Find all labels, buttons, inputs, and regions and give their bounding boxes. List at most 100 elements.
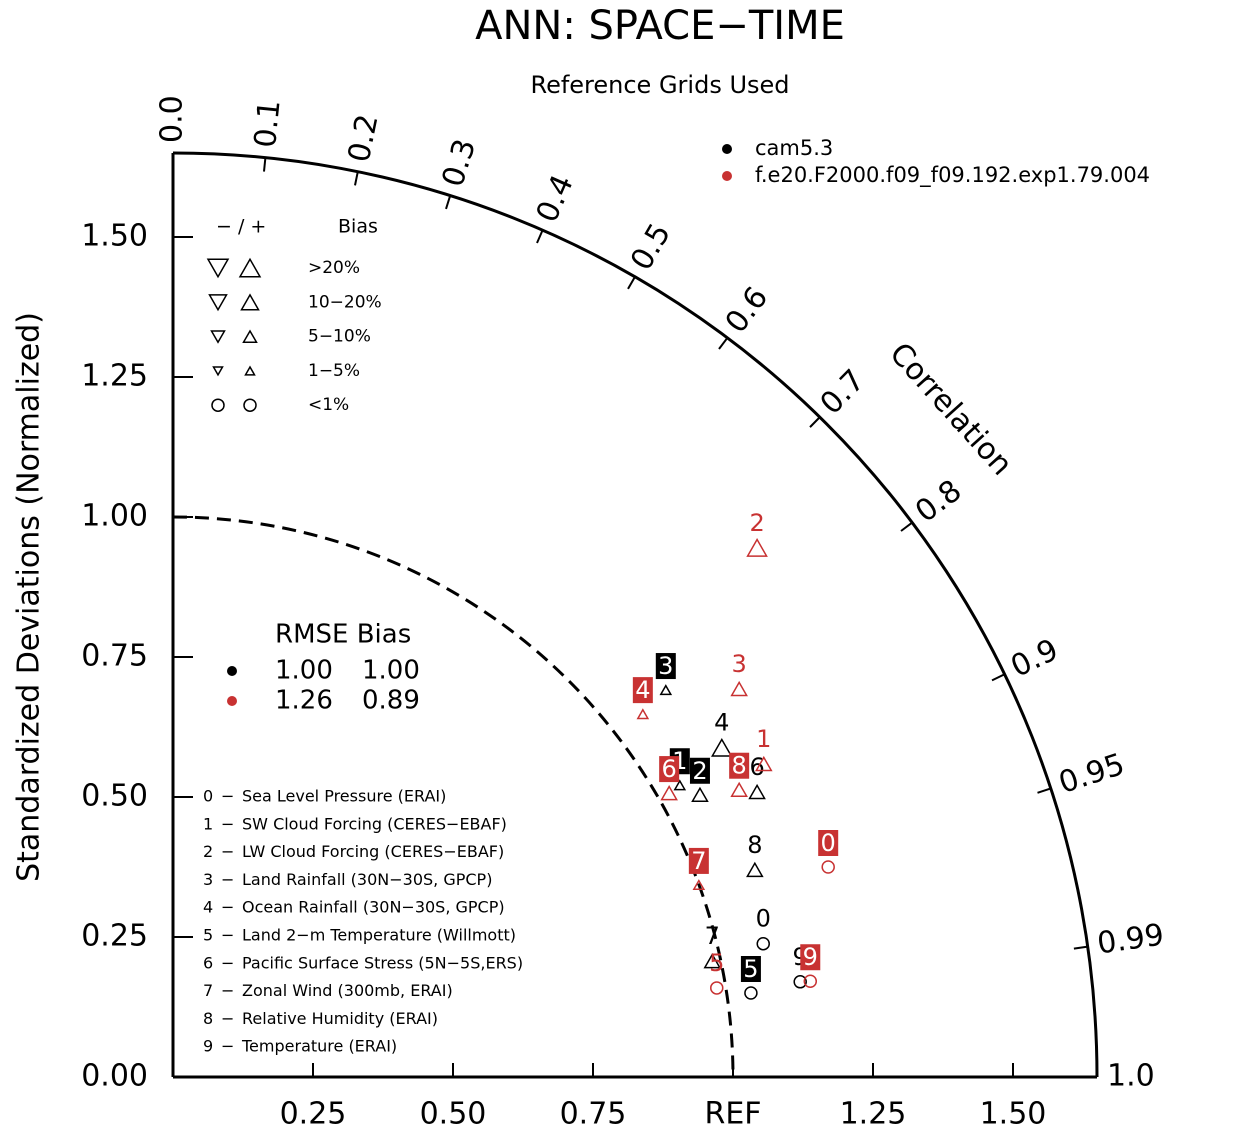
correlation-tick-label: 0.6: [719, 281, 776, 340]
y-tick-label: 0.75: [81, 639, 148, 674]
x-tick-label: 1.50: [980, 1097, 1047, 1132]
point-label: 2: [692, 757, 707, 785]
variable-dash: −: [221, 1009, 234, 1028]
variable-id: 8: [203, 1009, 213, 1028]
variable-name: Zonal Wind (300mb, ERAI): [242, 981, 453, 1000]
rmse-legend-dot: [227, 696, 237, 706]
data-point: [756, 936, 770, 951]
variable-id: 4: [203, 898, 213, 917]
bias-legend-symbol: [242, 329, 258, 344]
bias-legend-symbol: [244, 365, 256, 376]
data-point: [692, 879, 706, 891]
variable-name: LW Cloud Forcing (CERES−EBAF): [242, 842, 504, 861]
correlation-tick-label: 0.1: [248, 98, 288, 149]
point-label: 8: [732, 752, 747, 780]
bias-legend-label: 10−20%: [308, 292, 382, 312]
correlation-tick: [354, 171, 359, 186]
y-tick-label: 0.50: [81, 779, 148, 814]
point-label: 5: [743, 955, 758, 983]
y-tick-label: 1.25: [81, 359, 148, 394]
outer-arc: [172, 151, 1099, 1078]
data-point: [711, 737, 733, 757]
data-point: [803, 974, 818, 988]
data-point: [659, 684, 673, 696]
bias-legend-title: Bias: [338, 216, 378, 238]
rmse-legend-dot: [227, 666, 237, 676]
point-label: 7: [705, 922, 720, 950]
variable-name: Temperature (ERAI): [241, 1037, 397, 1056]
x-tick-label: 0.75: [560, 1097, 627, 1132]
bias-legend-symbol: [206, 258, 230, 279]
variable-dash: −: [221, 842, 234, 861]
y-tick-label: 0.00: [81, 1059, 148, 1094]
y-tick-label: 1.00: [81, 499, 148, 534]
data-point: [746, 861, 764, 878]
variable-name: Pacific Surface Stress (5N−5S,ERS): [242, 953, 523, 972]
correlation-tick-label: 0.0: [155, 95, 190, 143]
point-label: 6: [749, 753, 764, 781]
y-tick-label: 1.50: [81, 219, 148, 254]
variable-dash: −: [221, 814, 234, 833]
legend-label: cam5.3: [755, 136, 833, 160]
variable-dash: −: [221, 981, 234, 1000]
bias-value: 0.89: [362, 686, 420, 716]
variable-id: 7: [203, 981, 213, 1000]
point-label-box: [655, 653, 676, 680]
correlation-tick-label: 1.0: [1107, 1059, 1155, 1094]
data-point: [660, 785, 678, 801]
point-label: 1: [756, 725, 771, 753]
data-point: [636, 708, 650, 720]
reference-arc: [172, 515, 735, 1078]
point-label: 6: [662, 755, 677, 783]
bias-legend-label: <1%: [308, 395, 349, 415]
data-point: [673, 779, 687, 791]
correlation-tick-label: 0.2: [342, 111, 386, 165]
bias-legend-symbol: [240, 293, 260, 311]
data-point: [748, 783, 766, 800]
point-label: 8: [747, 831, 762, 859]
point-label: 5: [709, 949, 724, 977]
variable-dash: −: [221, 1037, 234, 1056]
correlation-tick: [536, 229, 544, 244]
point-label: 4: [714, 709, 729, 737]
variable-id: 3: [203, 870, 213, 889]
variable-name: Land Rainfall (30N−30S, GPCP): [242, 870, 492, 889]
x-tick-label: 0.25: [280, 1097, 347, 1132]
correlation-tick: [263, 157, 267, 172]
correlation-tick-label: 0.95: [1055, 747, 1129, 801]
bias-legend-symbol: [238, 257, 262, 278]
variable-dash: −: [221, 953, 234, 972]
point-label-box: [818, 830, 839, 856]
variable-dash: −: [221, 898, 234, 917]
variable-name: Ocean Rainfall (30N−30S, GPCP): [242, 898, 505, 917]
bias-legend-symbol: [243, 398, 257, 412]
variable-id: 6: [203, 953, 213, 972]
data-point: [793, 975, 807, 989]
variable-dash: −: [221, 926, 234, 945]
data-point: [730, 680, 748, 697]
bias-legend-label: >20%: [308, 258, 360, 278]
data-point: [703, 953, 722, 969]
data-point: [821, 860, 835, 874]
bias-legend-symbol: [212, 366, 224, 377]
variable-dash: −: [221, 870, 234, 889]
point-label: 0: [756, 905, 771, 933]
legend-label: f.e20.F2000.f09_f09.192.exp1.79.004: [755, 163, 1150, 188]
point-label: 0: [821, 829, 836, 857]
variable-id: 1: [203, 814, 213, 833]
variable-name: Relative Humidity (ERAI): [242, 1009, 438, 1028]
data-point: [744, 986, 758, 1000]
point-label-box: [689, 757, 710, 784]
data-point: [691, 786, 709, 803]
x-tick-label: 1.25: [840, 1097, 907, 1132]
variable-id: 5: [203, 926, 213, 945]
correlation-tick: [1073, 945, 1088, 950]
correlation-tick-label: 0.9: [1006, 632, 1064, 684]
correlation-tick: [900, 521, 913, 532]
point-label-box: [729, 752, 750, 779]
bias-value: 1.00: [362, 656, 420, 686]
correlation-tick: [991, 673, 1006, 682]
point-label-box: [688, 847, 709, 874]
point-label: 7: [691, 847, 706, 875]
